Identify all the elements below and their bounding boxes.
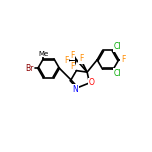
Text: N: N — [73, 85, 78, 94]
Text: F: F — [70, 62, 75, 71]
Text: F: F — [79, 54, 83, 63]
Text: F: F — [64, 56, 69, 65]
Text: Br: Br — [25, 64, 33, 73]
Text: Me: Me — [38, 51, 48, 57]
Text: Cl: Cl — [113, 42, 121, 51]
Text: O: O — [89, 78, 95, 87]
Text: F: F — [121, 55, 126, 64]
Text: Cl: Cl — [113, 69, 121, 78]
Text: F: F — [70, 51, 75, 60]
